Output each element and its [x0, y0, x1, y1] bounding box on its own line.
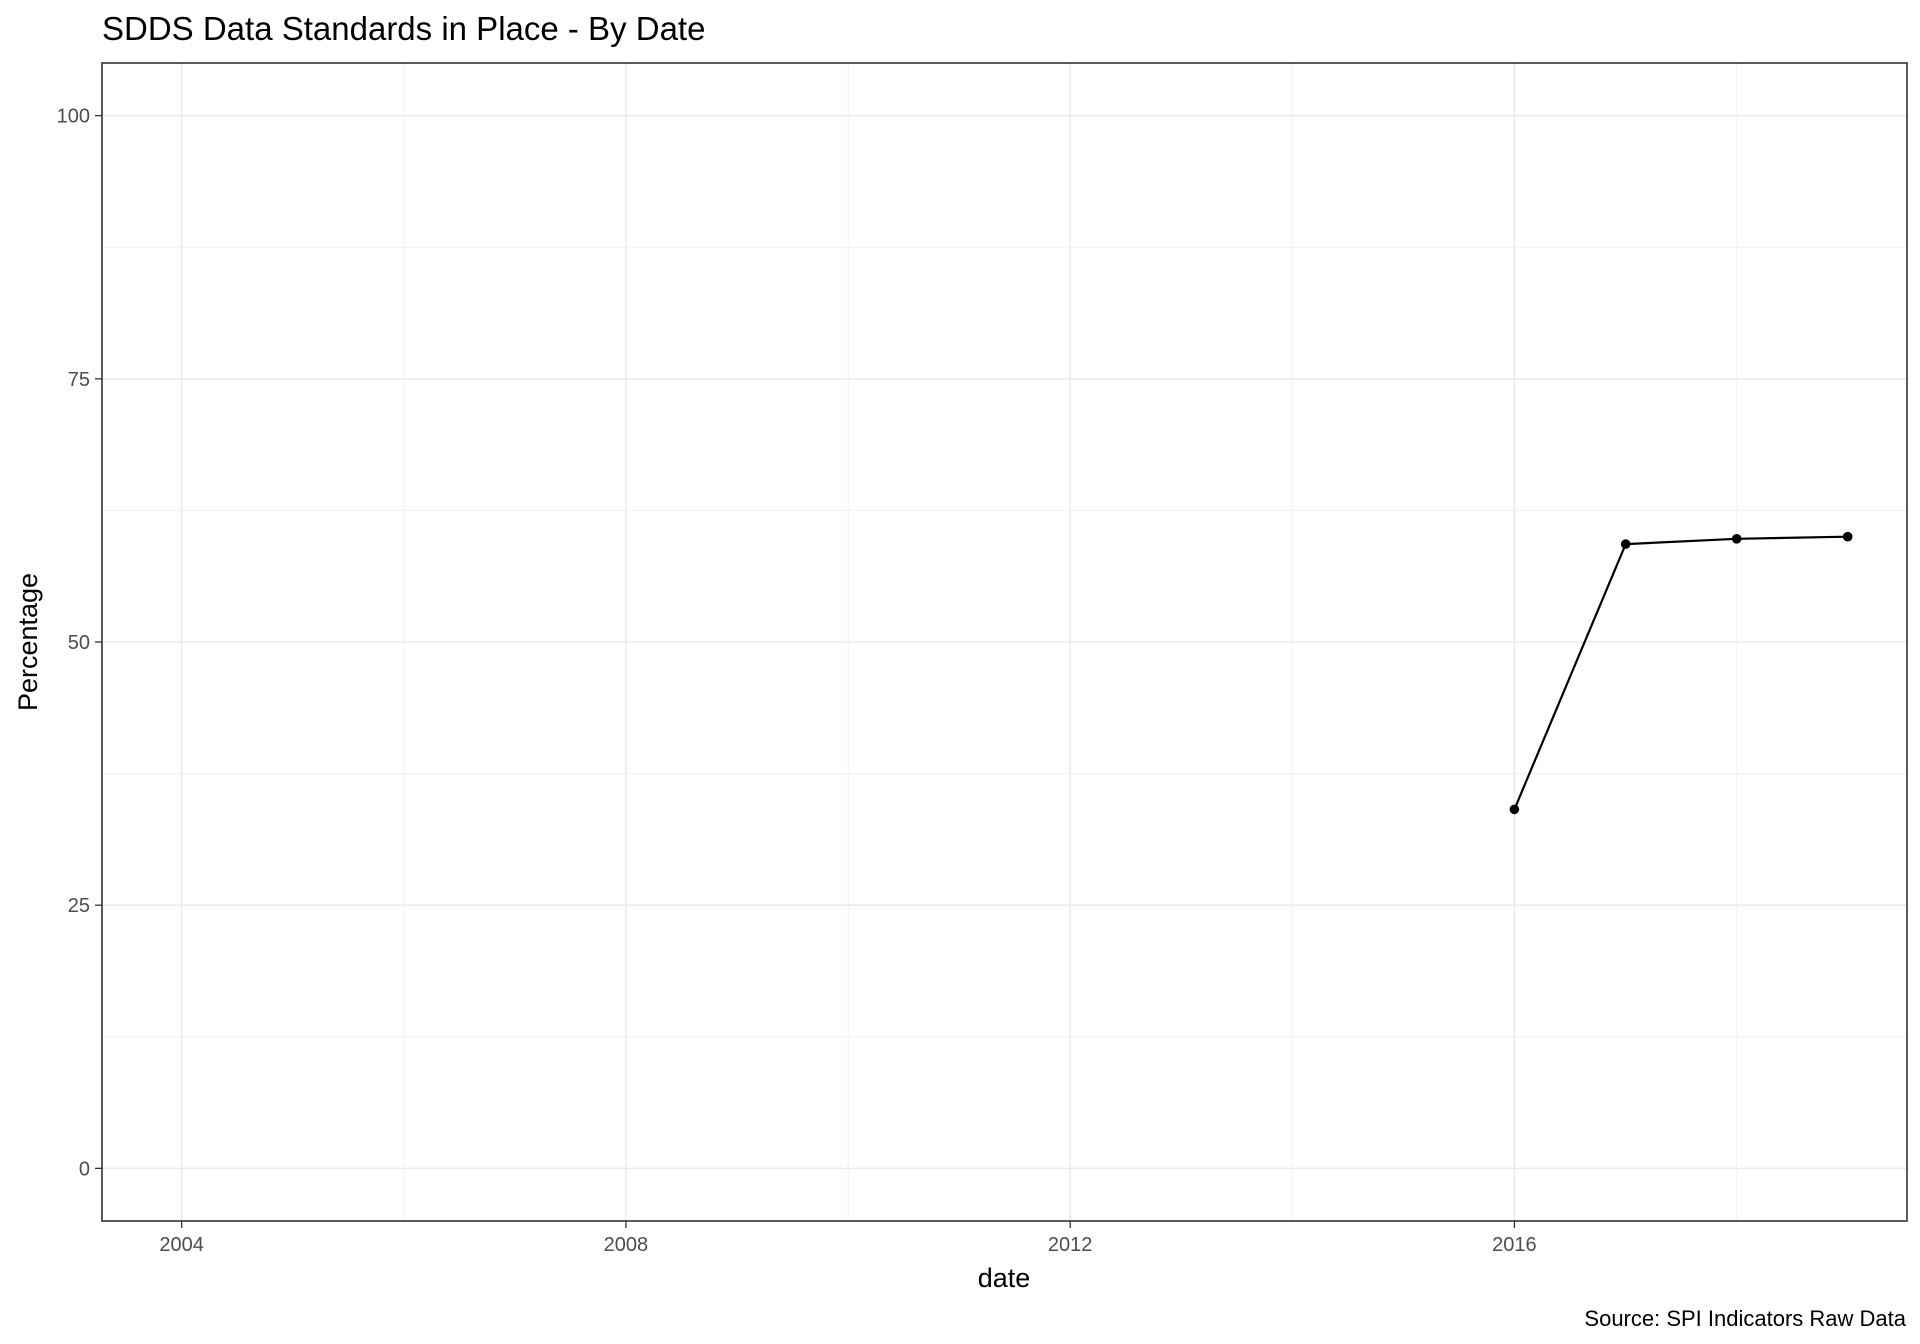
x-axis: 2004 2008 2012 2016 — [159, 1221, 1537, 1256]
y-tick-label: 75 — [68, 369, 90, 391]
data-point — [1509, 804, 1520, 815]
chart-caption: Source: SPI Indicators Raw Data — [1584, 1306, 1906, 1331]
y-axis-title: Percentage — [13, 573, 43, 711]
x-tick-label: 2016 — [1492, 1234, 1537, 1256]
x-axis-title: date — [978, 1263, 1031, 1293]
x-tick-label: 2004 — [159, 1234, 204, 1256]
y-tick-label: 0 — [79, 1158, 90, 1180]
data-point — [1731, 534, 1742, 544]
x-tick-label: 2008 — [604, 1234, 649, 1256]
series-layer — [1509, 531, 1853, 815]
data-point — [1842, 531, 1853, 542]
series-line — [1513, 535, 1848, 810]
y-axis: 0 25 50 75 100 — [57, 106, 102, 1180]
y-tick-label: 25 — [68, 895, 90, 917]
data-point — [1620, 539, 1631, 549]
grid-minor — [102, 63, 1907, 1221]
y-tick-label: 100 — [57, 106, 90, 128]
chart-title: SDDS Data Standards in Place - By Date — [102, 10, 705, 47]
y-tick-label: 50 — [68, 632, 90, 654]
grid-major — [102, 63, 1907, 1221]
x-tick-label: 2012 — [1048, 1234, 1093, 1256]
